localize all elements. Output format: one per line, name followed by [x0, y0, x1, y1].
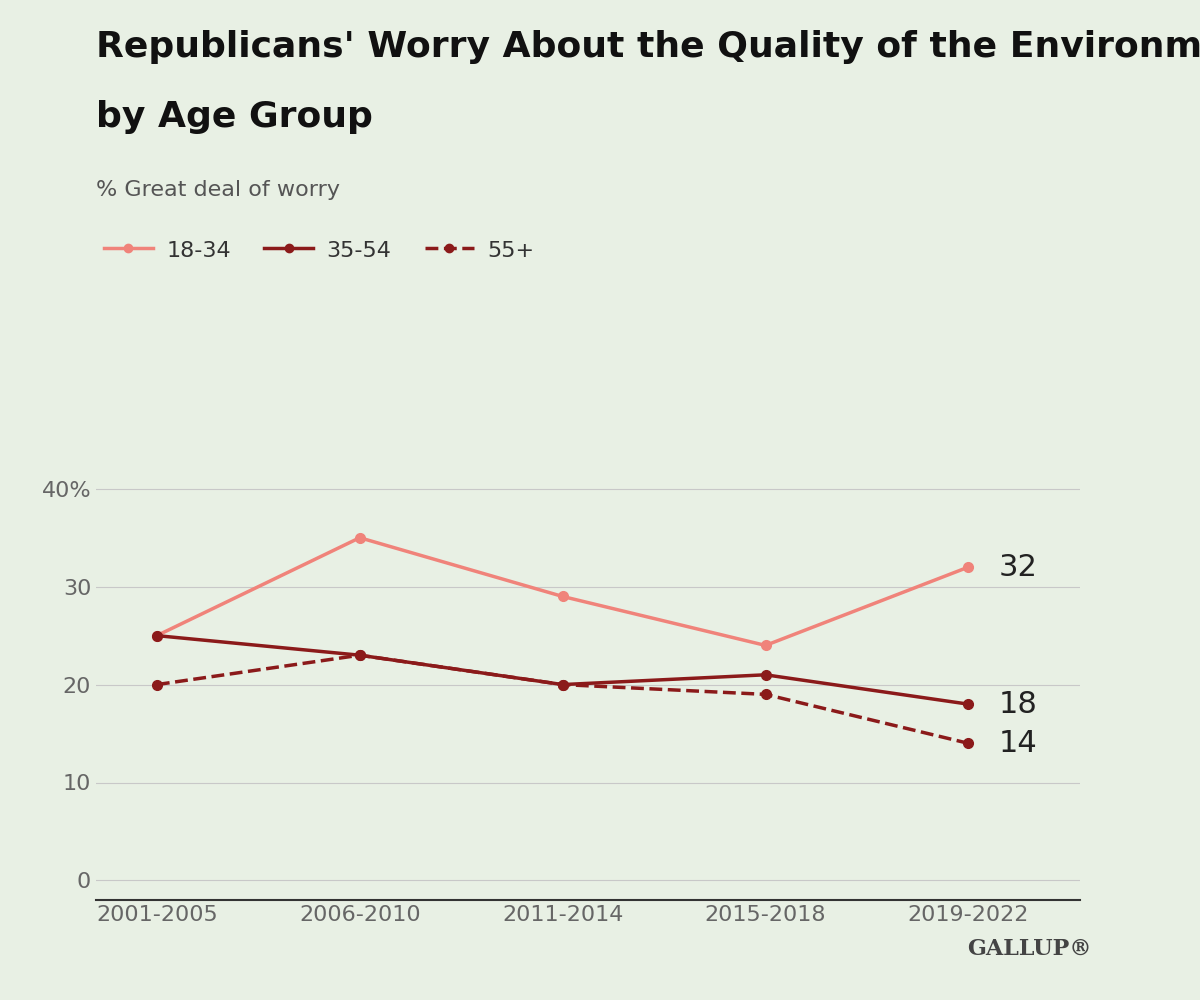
Text: % Great deal of worry: % Great deal of worry: [96, 180, 340, 200]
Legend: 18-34, 35-54, 55+: 18-34, 35-54, 55+: [95, 230, 542, 270]
Text: 18: 18: [998, 690, 1038, 719]
Text: by Age Group: by Age Group: [96, 100, 373, 134]
Text: 32: 32: [998, 553, 1038, 582]
Text: GALLUP®: GALLUP®: [967, 938, 1092, 960]
Text: 14: 14: [998, 729, 1038, 758]
Text: Republicans' Worry About the Quality of the Environment,: Republicans' Worry About the Quality of …: [96, 30, 1200, 64]
